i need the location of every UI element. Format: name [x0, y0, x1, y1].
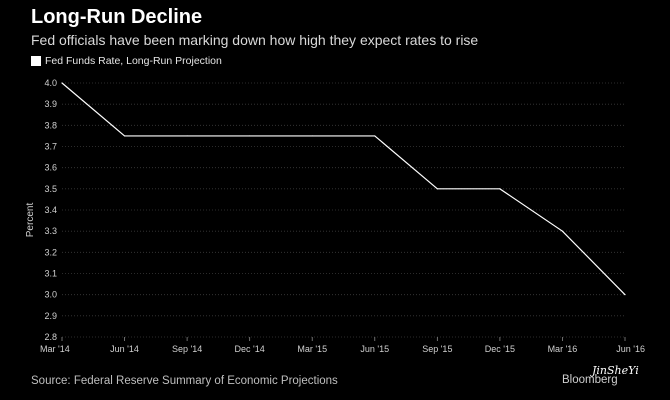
watermark-logo: JinSheYi — [592, 364, 639, 377]
y-tick-label: 3.6 — [44, 163, 57, 173]
x-tick-label: Dec '14 — [235, 344, 265, 354]
y-tick-label: 3.7 — [44, 142, 57, 152]
y-axis-label: Percent — [25, 203, 36, 238]
y-tick-labels: 4.0 3.9 3.8 3.7 3.6 3.5 3.4 3.3 3.2 3.1 3.0 2.9 2.8 — [44, 78, 57, 342]
x-tick-label: Sep '14 — [172, 344, 202, 354]
x-tick-labels: Mar '14 Jun '14 Sep '14 Dec '14 Mar '15 Jun '… — [40, 337, 645, 354]
data-point — [436, 188, 438, 190]
x-tick-label: Mar '15 — [297, 344, 327, 354]
y-tick-label: 3.0 — [44, 290, 57, 300]
y-tick-label: 3.4 — [44, 205, 57, 215]
x-tick-label: Jun '16 — [616, 344, 645, 354]
chart-title: Long-Run Decline — [31, 6, 203, 28]
data-point — [249, 135, 251, 137]
data-point — [311, 135, 313, 137]
y-tick-label: 3.9 — [44, 99, 57, 109]
bloomberg-logo: Bloomberg — [562, 374, 618, 386]
y-tick-label: 3.8 — [44, 120, 57, 130]
data-point — [61, 82, 63, 84]
x-tick-label: Mar '16 — [548, 344, 578, 354]
y-tick-label: 3.5 — [44, 184, 57, 194]
y-tick-label: 3.1 — [44, 269, 57, 279]
x-tick-label: Dec '15 — [485, 344, 515, 354]
legend-label: Fed Funds Rate, Long-Run Projection — [45, 55, 222, 67]
x-tick-label: Sep '15 — [422, 344, 452, 354]
chart-subtitle: Fed officials have been marking down how… — [31, 32, 479, 48]
data-point — [499, 188, 501, 190]
x-tick-label: Jun '15 — [360, 344, 389, 354]
x-tick-label: Mar '14 — [40, 344, 70, 354]
y-tick-label: 3.3 — [44, 226, 57, 236]
y-tick-label: 4.0 — [44, 78, 57, 88]
data-point — [186, 135, 188, 137]
legend: Fed Funds Rate, Long-Run Projection — [31, 55, 222, 67]
legend-swatch — [31, 56, 41, 66]
source-note: Source: Federal Reserve Summary of Econo… — [31, 375, 338, 387]
x-tick-label: Jun '14 — [110, 344, 139, 354]
series-lines — [61, 82, 626, 296]
y-tick-label: 2.8 — [44, 332, 57, 342]
gridlines — [62, 82, 625, 338]
y-tick-label: 2.9 — [44, 311, 57, 321]
data-point — [123, 135, 126, 137]
data-point — [561, 230, 564, 232]
series-line — [61, 82, 626, 296]
y-tick-label: 3.2 — [44, 247, 57, 257]
data-point — [374, 135, 376, 137]
data-point — [624, 294, 626, 296]
